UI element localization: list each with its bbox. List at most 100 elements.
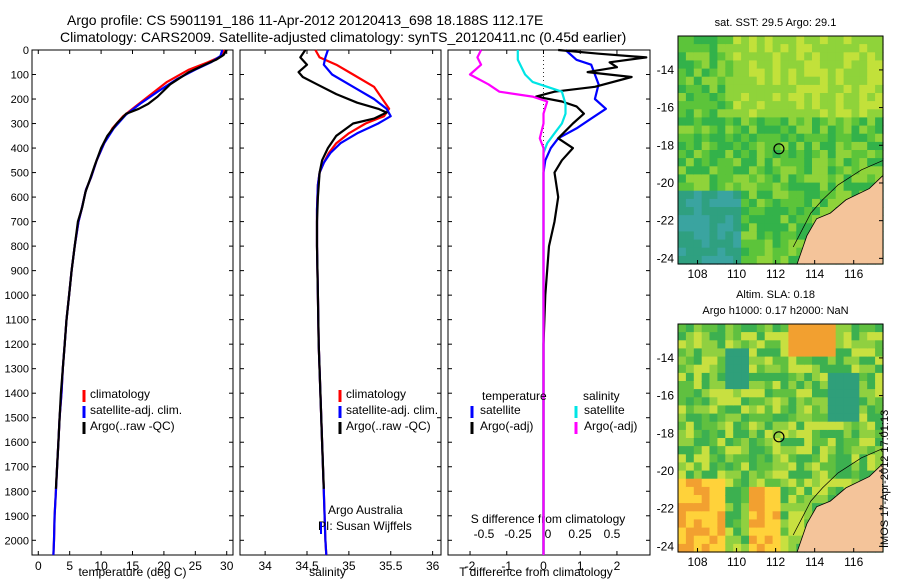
x-tick-label: 34 [258,559,272,573]
map-cell [764,158,774,167]
map-cell [875,356,884,366]
map-cell [717,174,726,184]
map-cell [733,543,742,553]
secondary-x-tick-label: 0 [545,527,552,541]
map-cell [780,446,789,455]
map-cell [709,174,718,184]
map-cell [749,93,758,102]
map-cell [835,125,845,135]
map-cell [780,247,789,257]
map-cell [709,446,718,455]
map-cell [725,405,734,415]
map-cell [733,462,742,472]
map-cell [843,324,853,333]
map-cell [804,125,813,135]
map-cell [693,462,703,472]
map-cell [843,60,853,70]
map-cell [851,381,860,390]
map-cell [812,117,821,127]
series-line-difference-profile-3 [468,49,549,555]
map-cell [741,535,750,545]
map-cell [851,438,860,447]
map-cell [835,166,845,175]
map-cell [796,84,805,94]
map-cell [835,190,845,200]
x-tick-label: 30 [220,559,234,573]
map-cell [772,340,782,349]
map-cell [851,182,860,192]
map-cell [804,84,813,94]
map-cell [685,166,695,175]
map-cell [733,332,742,341]
map-cell [709,356,718,366]
map-cell [756,125,766,135]
map-cell [835,397,845,406]
map-cell [685,117,695,127]
map-cell [756,503,766,512]
map-cell [741,397,750,406]
map-cell [875,68,884,78]
map-cell [756,101,766,110]
map-cell [796,231,805,241]
map-cell [867,454,876,463]
map-cell [693,503,703,512]
map-cell [717,364,726,374]
map-cell [693,495,703,504]
map-cell [851,372,860,382]
map-cell [827,389,837,398]
map-cell [693,76,703,86]
map-cell [693,478,703,488]
map-cell [835,60,845,70]
map-cell [725,239,734,249]
map-cell [725,543,734,553]
map-cell [780,198,789,208]
map-cell [796,405,805,415]
map-x-tick-label: 114 [805,267,824,281]
map-cell [725,36,734,45]
map-cell [709,117,718,127]
map-cell [701,364,711,374]
map-cell [772,519,782,529]
map-cell [709,543,718,553]
map-cell [788,68,797,78]
map-cell [804,511,813,520]
map-cell [772,421,782,431]
map-cell [749,198,758,208]
map-cell [835,101,845,110]
map-cell [788,527,797,537]
map-cell [764,372,774,382]
map-cell [788,117,797,127]
map-cell [764,340,774,349]
map-cell [796,454,805,463]
map-cell [835,93,845,102]
map-cell [764,543,774,553]
map-cell [788,60,797,70]
map-cell [717,348,726,358]
map-cell [827,198,837,208]
map-cell [717,215,726,224]
map-cell [709,389,718,398]
map-cell [796,332,805,341]
map-cell [764,255,774,265]
map-cell [701,141,711,151]
map-cell [827,397,837,406]
map-cell [701,76,711,86]
map-cell [827,36,837,45]
map-cell [701,519,711,529]
map-cell [678,511,687,520]
map-cell [835,389,845,398]
map-cell [867,340,876,349]
map-cell [741,231,750,241]
map-cell [827,174,837,184]
map-y-tick-label: -16 [657,101,675,115]
map-cell [717,52,726,61]
map-cell [733,166,742,175]
map-cell [827,190,837,200]
map-cell [725,68,734,78]
map-cell [693,364,703,374]
map-cell [733,413,742,423]
map-cell [749,109,758,118]
map-cell [709,141,718,151]
map-cell [772,166,782,175]
map-cell [780,190,789,200]
